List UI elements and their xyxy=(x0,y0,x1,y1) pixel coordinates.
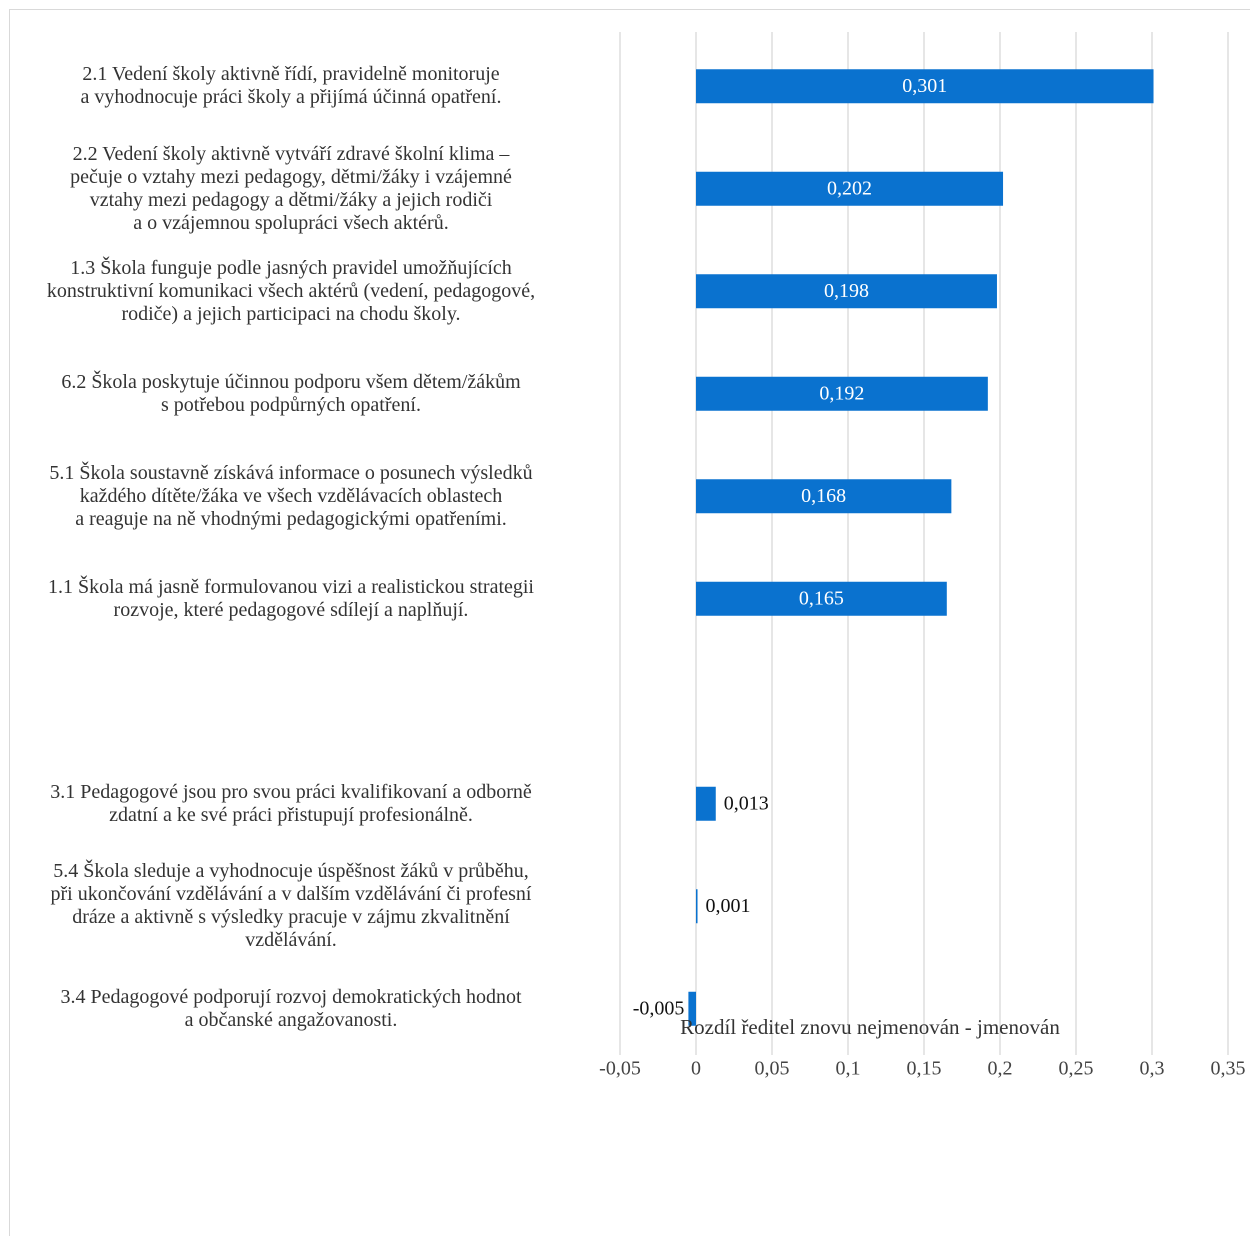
bar xyxy=(696,376,988,411)
x-tick-label: 0,25 xyxy=(1059,1058,1094,1080)
category-label: 1.1 Škola má jasně formulovanou vizi a r… xyxy=(48,575,534,621)
data-label: 0,202 xyxy=(827,177,872,199)
category-label: 2.2 Vedení školy aktivně vytváří zdravé … xyxy=(70,142,512,234)
category-label: 2.1 Vedení školy aktivně řídí, pravideln… xyxy=(80,63,502,109)
category-label: 3.1 Pedagogové jsou pro svou práci kvali… xyxy=(50,780,532,826)
bar xyxy=(696,274,997,309)
x-axis-title: Rozdíl ředitel znovu nejmenován - jmenov… xyxy=(680,1015,1060,1039)
category-label: 5.1 Škola soustavně získává informace o … xyxy=(49,461,533,530)
data-label: 0,001 xyxy=(706,895,751,917)
x-tick-label: -0,05 xyxy=(599,1058,641,1080)
bars xyxy=(688,69,1154,1026)
data-labels: 0,301 0,202 0,198 0,192 0,168 0,165 0,013 0,001… xyxy=(633,75,948,1020)
data-label: 0,013 xyxy=(724,792,769,814)
x-axis-ticks: -0,05 0 0,05 0,1 0,15 0,2 0,25 0,3 0,35 xyxy=(599,1058,1245,1080)
data-label: 0,301 xyxy=(902,75,947,97)
chart-frame xyxy=(9,9,1250,1236)
data-label: 0,192 xyxy=(819,382,864,404)
category-label: 3.4 Pedagogové podporují rozvoj demokrat… xyxy=(60,985,522,1031)
data-label: 0,165 xyxy=(799,587,844,609)
bar xyxy=(696,69,1154,104)
category-label: 5.4 Škola sleduje a vyhodnocuje úspěšnos… xyxy=(50,860,532,952)
data-label: 0,198 xyxy=(824,280,869,302)
gridlines xyxy=(619,32,1229,1055)
bar xyxy=(696,581,947,616)
category-label: 6.2 Škola poskytuje účinnou podporu všem… xyxy=(61,370,521,416)
x-tick-label: 0,1 xyxy=(836,1058,861,1080)
data-label: -0,005 xyxy=(633,997,685,1019)
bar xyxy=(696,479,952,514)
x-tick-label: 0 xyxy=(691,1058,701,1080)
bar xyxy=(696,889,698,924)
bar xyxy=(696,786,716,821)
x-tick-label: 0,2 xyxy=(988,1058,1013,1080)
category-label: 1.3 Škola funguje podle jasných pravidel… xyxy=(46,256,536,325)
x-tick-label: 0,3 xyxy=(1140,1058,1165,1080)
x-tick-label: 0,15 xyxy=(907,1058,942,1080)
data-label: 0,168 xyxy=(801,485,846,507)
bar xyxy=(688,991,696,1026)
bar xyxy=(696,171,1004,206)
x-tick-label: 0,35 xyxy=(1211,1058,1246,1080)
x-tick-label: 0,05 xyxy=(755,1058,790,1080)
